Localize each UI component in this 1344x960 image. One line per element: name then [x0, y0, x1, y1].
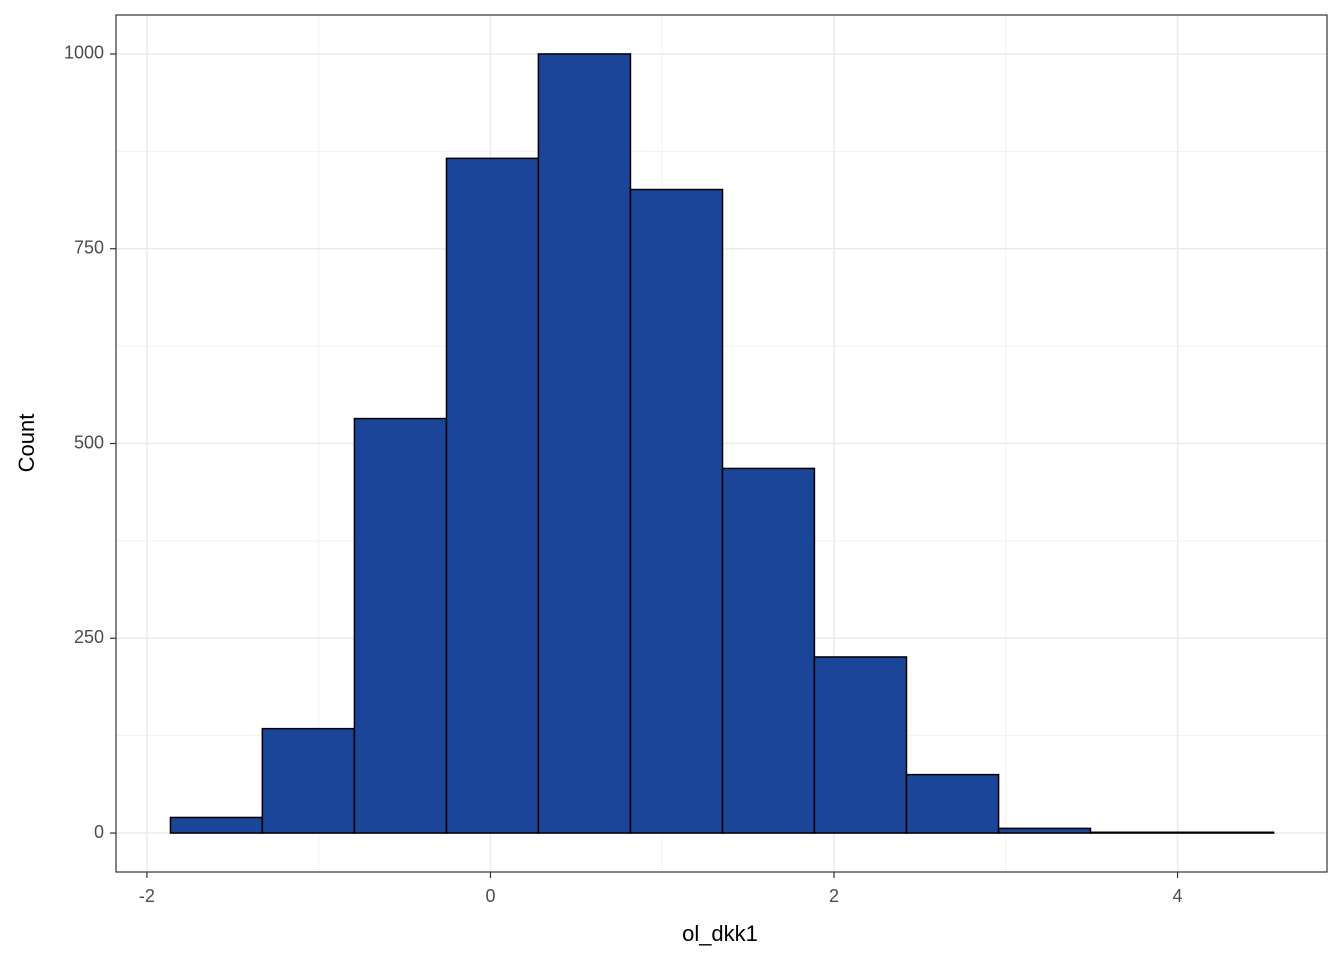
- bar: [537, 53, 632, 834]
- y-tick-label: 250: [74, 627, 104, 647]
- bar: [905, 773, 1000, 834]
- bar: [629, 188, 724, 834]
- x-axis-title: ol_dkk1: [682, 921, 758, 946]
- y-axis-title: Count: [14, 414, 39, 473]
- x-tick-label: -2: [139, 886, 155, 906]
- y-tick-label: 750: [74, 237, 104, 257]
- bar: [353, 417, 448, 834]
- bar: [1089, 831, 1184, 834]
- bar: [261, 727, 356, 834]
- x-tick-label: 4: [1173, 886, 1183, 906]
- bar: [1181, 831, 1275, 834]
- bar: [169, 816, 264, 834]
- bar: [445, 157, 540, 834]
- x-tick-label: 2: [829, 886, 839, 906]
- bar: [721, 467, 816, 834]
- y-tick-label: 0: [94, 822, 104, 842]
- panel-border: [115, 14, 1328, 873]
- bar: [997, 827, 1092, 834]
- y-tick-label: 1000: [64, 43, 104, 63]
- x-tick-label: 0: [485, 886, 495, 906]
- bar: [813, 656, 908, 834]
- y-tick-label: 500: [74, 432, 104, 452]
